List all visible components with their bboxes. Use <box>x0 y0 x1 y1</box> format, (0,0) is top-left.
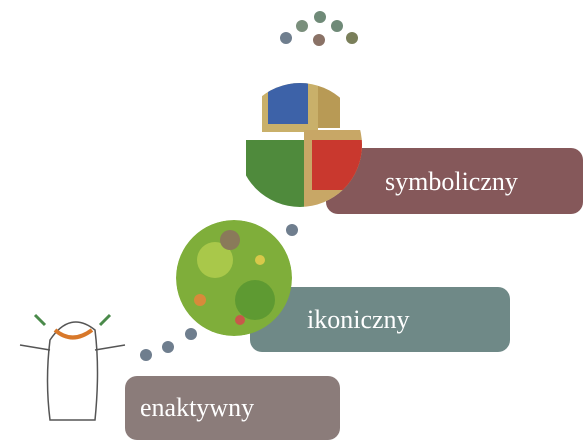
stage-label: enaktywny <box>140 393 254 422</box>
stage-label: ikoniczny <box>307 305 410 334</box>
diagram: symboliczny ikoniczny enaktywny <box>0 0 583 442</box>
figure-image <box>20 315 125 420</box>
meadow-image <box>176 220 292 336</box>
stage-label: symboliczny <box>385 167 518 196</box>
page: {"stages": [{"label": "symboliczny"}, {"… <box>0 0 583 442</box>
